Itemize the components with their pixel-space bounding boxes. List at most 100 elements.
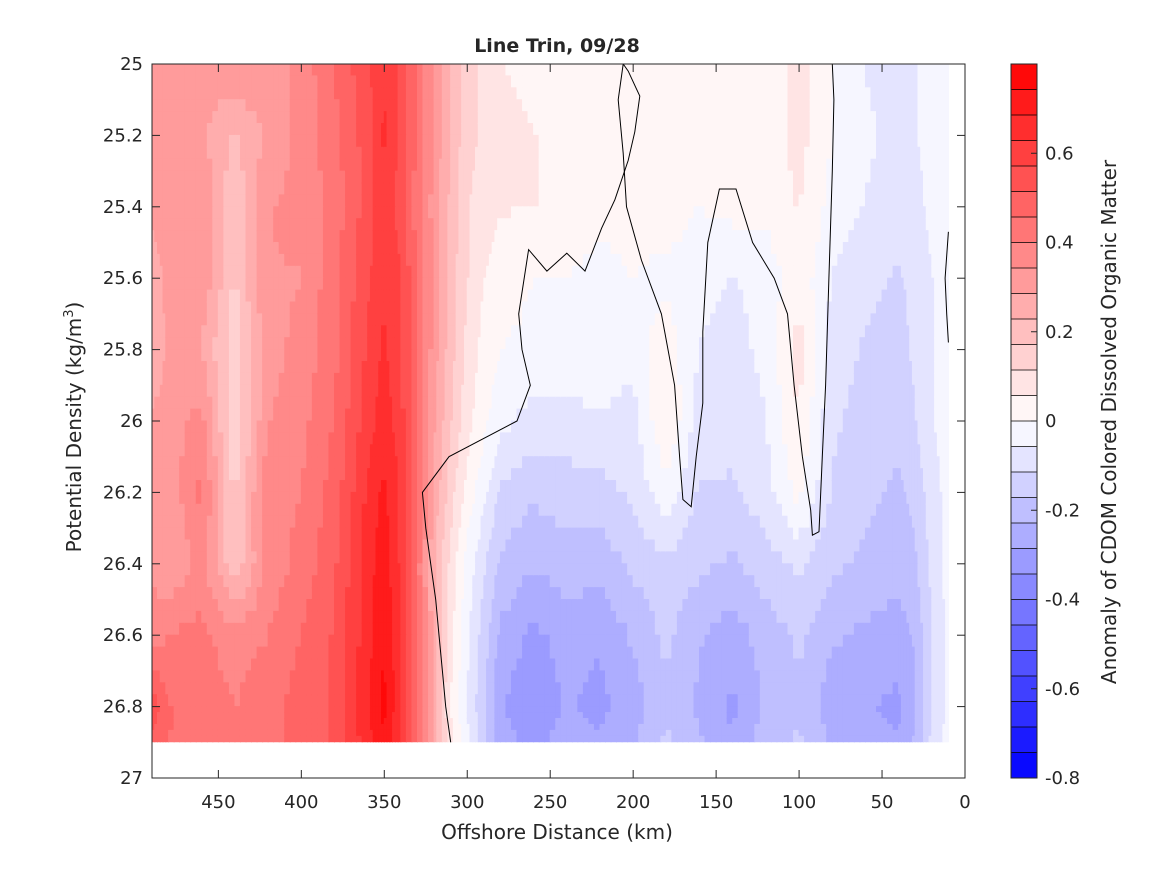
field-cell xyxy=(864,242,872,255)
field-cell xyxy=(682,361,689,374)
field-cell xyxy=(765,337,772,351)
field-cell xyxy=(765,408,772,422)
field-cell xyxy=(544,170,551,184)
field-cell xyxy=(458,396,463,410)
field-cell xyxy=(544,277,551,291)
field-cell xyxy=(566,134,573,148)
field-cell xyxy=(480,218,485,232)
field-cell xyxy=(917,123,922,136)
field-cell xyxy=(848,230,855,243)
field-cell xyxy=(837,123,844,136)
field-cell xyxy=(643,206,651,220)
field-cell xyxy=(372,99,377,113)
field-cell xyxy=(436,372,441,386)
field-cell xyxy=(394,146,399,160)
field-cell xyxy=(480,170,485,184)
field-cell xyxy=(436,277,441,291)
field-cell xyxy=(173,384,181,398)
field-cell xyxy=(444,75,449,89)
field-cell xyxy=(162,408,167,422)
field-cell xyxy=(488,361,493,374)
field-cell xyxy=(328,265,336,279)
field-cell xyxy=(416,146,424,160)
field-cell xyxy=(322,170,330,184)
field-cell xyxy=(909,123,913,136)
field-cell xyxy=(494,64,499,77)
field-cell xyxy=(936,75,941,89)
field-cell xyxy=(776,384,783,398)
field-cell xyxy=(433,253,438,267)
field-cell xyxy=(781,99,789,113)
field-cell xyxy=(389,64,394,77)
field-cell xyxy=(428,111,435,124)
field-cell xyxy=(732,170,739,184)
field-cell xyxy=(510,265,518,279)
field-cell xyxy=(577,325,584,339)
field-cell xyxy=(378,408,383,422)
field-cell xyxy=(923,194,927,208)
field-cell xyxy=(577,408,584,422)
field-cell xyxy=(555,99,562,113)
field-cell xyxy=(643,277,651,291)
field-cell xyxy=(533,99,540,113)
field-cell xyxy=(687,123,695,136)
field-cell xyxy=(284,111,291,124)
field-cell xyxy=(665,313,673,327)
field-cell xyxy=(665,218,673,232)
field-cell xyxy=(165,158,170,172)
field-cell xyxy=(898,134,902,148)
field-cell xyxy=(356,242,363,255)
field-cell xyxy=(931,111,936,124)
field-cell xyxy=(367,170,371,184)
field-cell xyxy=(560,194,568,208)
field-cell xyxy=(588,218,595,232)
field-cell xyxy=(704,384,712,398)
field-cell xyxy=(201,182,208,196)
field-cell xyxy=(627,372,634,386)
field-cell xyxy=(217,75,225,89)
field-cell xyxy=(510,230,518,243)
field-cell xyxy=(577,206,584,220)
field-cell xyxy=(671,182,678,196)
field-cell xyxy=(367,277,371,291)
field-cell xyxy=(322,158,330,172)
field-cell xyxy=(497,325,501,339)
field-cell xyxy=(881,170,889,184)
field-cell xyxy=(494,75,499,89)
field-cell xyxy=(837,325,844,339)
field-cell xyxy=(278,206,286,220)
field-cell xyxy=(480,301,485,315)
field-cell xyxy=(928,230,933,243)
field-cell xyxy=(516,182,524,196)
field-cell xyxy=(411,182,418,196)
field-cell xyxy=(654,277,662,291)
field-cell xyxy=(184,408,192,422)
field-cell xyxy=(621,372,629,386)
field-cell xyxy=(566,337,573,351)
field-cell xyxy=(566,396,573,410)
field-cell xyxy=(571,158,579,172)
field-cell xyxy=(469,337,474,351)
field-cell xyxy=(480,372,485,386)
field-cell xyxy=(726,64,734,77)
field-cell xyxy=(732,337,739,351)
field-cell xyxy=(920,218,925,232)
field-cell xyxy=(173,146,181,160)
field-cell xyxy=(433,218,438,232)
field-cell xyxy=(179,289,186,303)
field-cell xyxy=(284,277,291,291)
field-cell xyxy=(754,277,761,291)
field-cell xyxy=(455,325,460,339)
field-cell xyxy=(461,218,465,232)
field-cell xyxy=(394,384,399,398)
field-cell xyxy=(660,64,667,77)
field-cell xyxy=(228,64,236,77)
field-cell xyxy=(759,289,767,303)
field-cell xyxy=(273,337,280,351)
field-cell xyxy=(411,206,418,220)
field-cell xyxy=(159,75,164,89)
field-cell xyxy=(870,289,878,303)
field-cell xyxy=(906,289,911,303)
field-cell xyxy=(375,64,380,77)
field-cell xyxy=(522,325,529,339)
